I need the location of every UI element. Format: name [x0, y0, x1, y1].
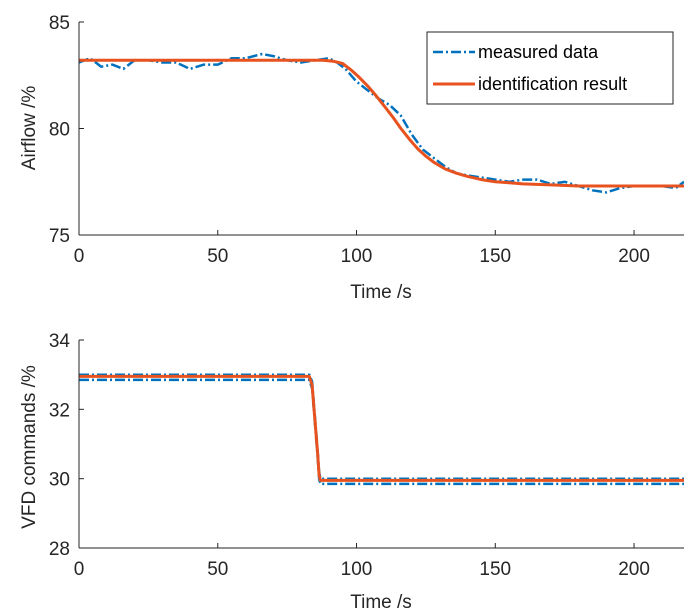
x-tick-label: 150 [479, 246, 511, 267]
legend-label: measured data [478, 42, 599, 62]
x-tick-label: 100 [341, 246, 373, 267]
airflow-chart: Airflow /% Time /s 0 50 100 150 200 75 80 85 mea… [19, 13, 684, 303]
airflow-y-axis-label: Airflow /% [19, 86, 40, 171]
series-group [79, 52, 684, 194]
series-2-line [79, 374, 684, 482]
legend-label: identification result [478, 74, 627, 94]
vfd-y-axis-label: VFD commands /% [19, 365, 40, 529]
y-tick-label: 80 [49, 120, 70, 141]
x-tick-label: 0 [74, 246, 85, 267]
series-group [79, 373, 684, 486]
identification-result-line [79, 58, 684, 188]
legend: measured data identification result [426, 31, 674, 105]
y-tick-label: 28 [49, 539, 70, 560]
vfd-x-axis-label: Time /s [350, 592, 412, 613]
x-tick-label: 200 [618, 246, 650, 267]
y-tick-label: 34 [49, 331, 71, 352]
y-tick-label: 75 [49, 226, 70, 247]
airflow-x-axis-label: Time /s [350, 282, 412, 303]
y-tick-label: 30 [49, 470, 70, 491]
y-tick-label: 32 [49, 400, 70, 421]
x-tick-label: 200 [618, 559, 650, 580]
x-tick-label: 50 [207, 559, 228, 580]
y-tick-label: 85 [49, 13, 70, 34]
x-tick-label: 50 [207, 246, 228, 267]
x-tick-label: 0 [74, 559, 85, 580]
legend-box [426, 31, 674, 105]
x-tick-label: 100 [341, 559, 373, 580]
vfd-commands-chart: VFD commands /% Time /s 0 50 100 150 200 28 30… [19, 331, 684, 613]
x-tick-label: 150 [479, 559, 511, 580]
